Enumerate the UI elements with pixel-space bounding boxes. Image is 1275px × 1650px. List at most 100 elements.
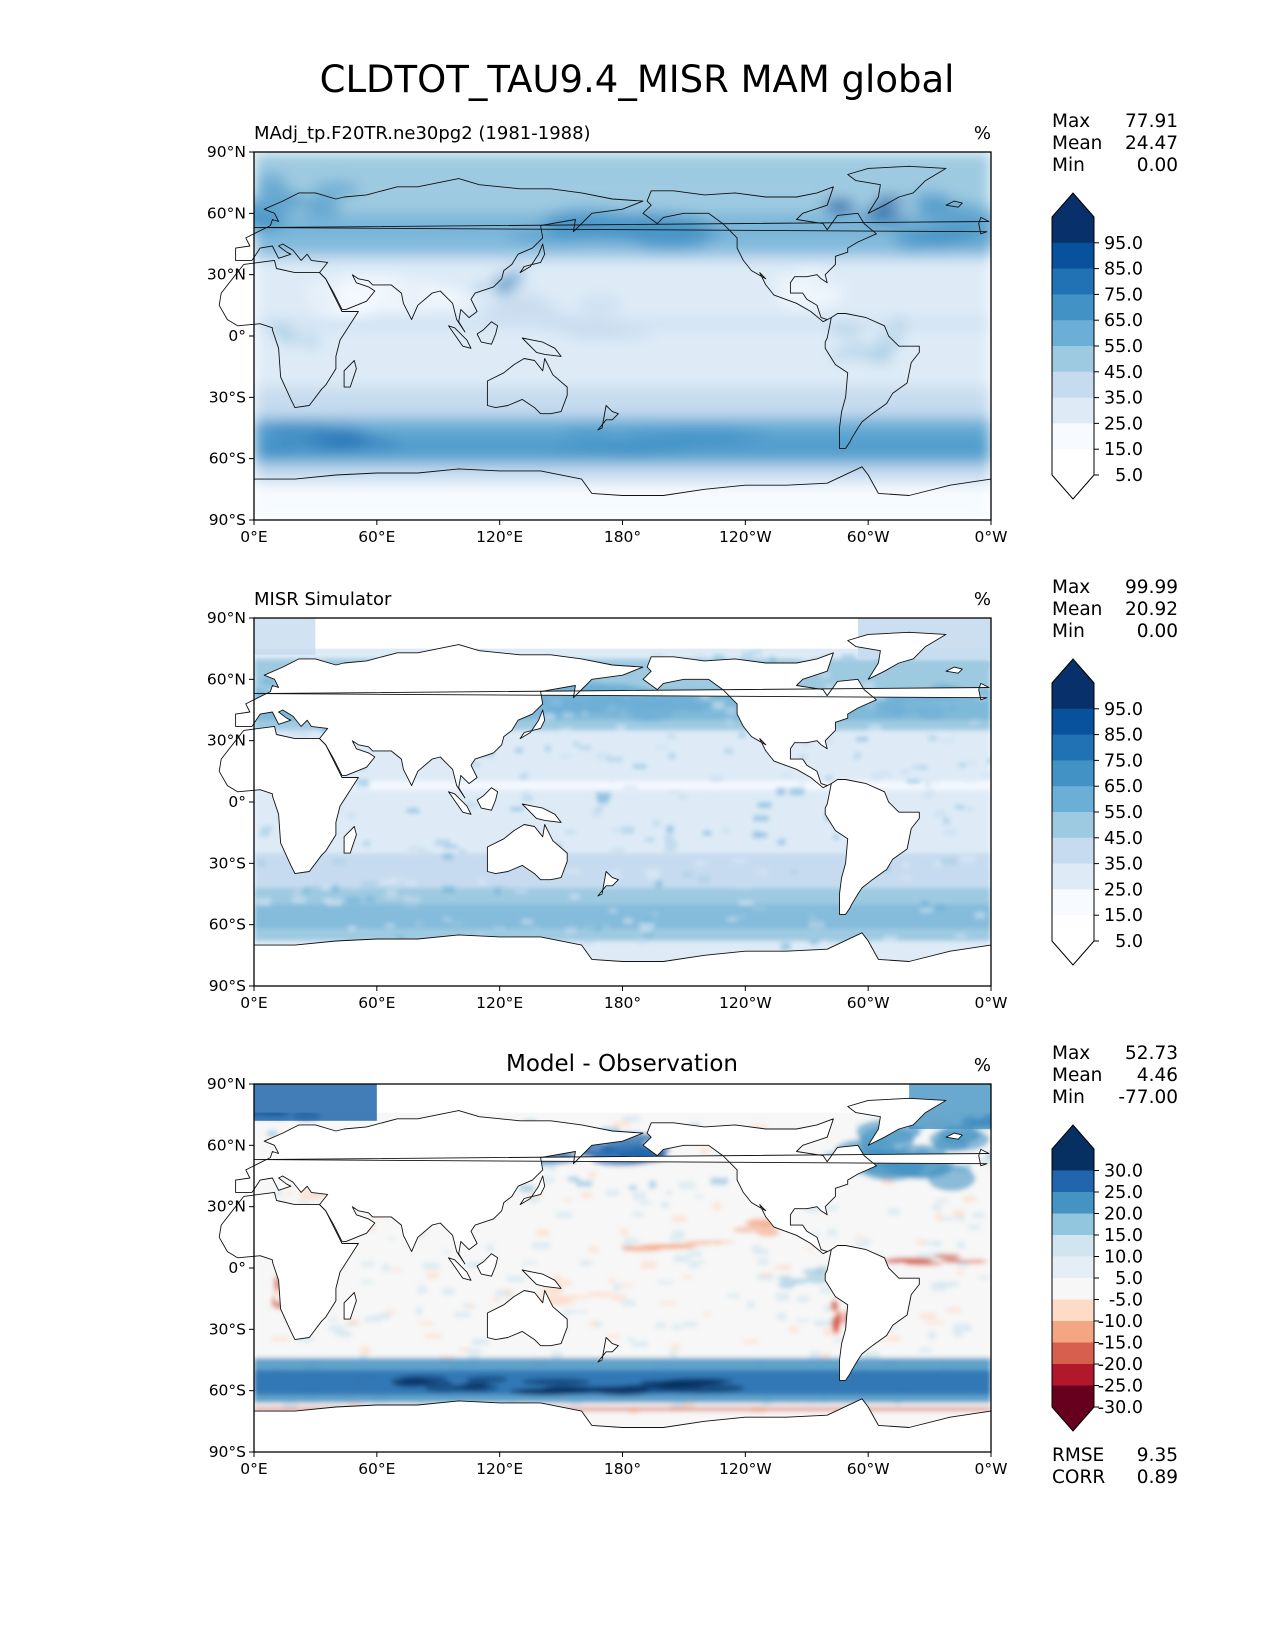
noise-cell (666, 844, 679, 850)
noise-cell (775, 1292, 790, 1301)
noise-cell (590, 1319, 598, 1328)
noise-cell (596, 792, 612, 800)
noise-cell (414, 920, 423, 928)
noise-cell (672, 1401, 688, 1409)
colorbar-segment (1052, 294, 1094, 321)
noise-cell (798, 782, 807, 787)
noise-cell (929, 765, 938, 769)
lat-tick-label: 30°N (207, 1198, 246, 1216)
noise-cell (856, 736, 868, 742)
noise-cell (334, 1330, 351, 1336)
noise-cell (536, 1229, 550, 1237)
noise-cell (419, 1321, 434, 1326)
noise-cell (789, 1326, 799, 1333)
noise-cell (933, 1240, 942, 1247)
noise-cell (939, 738, 955, 743)
coastline-antarctica (254, 932, 991, 986)
stat-value: 0.00 (1137, 155, 1178, 176)
noise-cell (297, 1201, 310, 1206)
noise-cell (857, 741, 866, 747)
field-blob (389, 283, 437, 293)
noise-cell (986, 1151, 991, 1159)
panel-left-title: MAdj_tp.F20TR.ne30pg2 (1981-1988) (254, 123, 591, 144)
noise-cell (522, 796, 533, 801)
noise-cell (746, 1300, 755, 1309)
noise-cell (553, 1274, 562, 1281)
lat-tick-label: 90°N (207, 1075, 246, 1093)
colorbar-segment (1052, 734, 1094, 761)
noise-cell (640, 927, 652, 934)
noise-cell (882, 1178, 895, 1186)
noise-cell (963, 806, 975, 812)
noise-cell (704, 789, 716, 796)
lat-tick-label: 30°N (207, 732, 246, 750)
field-blob (624, 706, 674, 722)
noise-cell (384, 892, 399, 900)
noise-cell (724, 747, 734, 755)
noise-cell (819, 737, 834, 745)
noise-cell (303, 1186, 312, 1192)
noise-cell (348, 925, 356, 931)
zonal-band (254, 387, 991, 418)
lat-tick-label: 30°N (207, 266, 246, 284)
field-blob (566, 323, 602, 340)
noise-cell (381, 1263, 390, 1272)
noise-cell (538, 1163, 555, 1169)
noise-cell (655, 1322, 666, 1329)
colorbar-tick-label: 85.0 (1104, 726, 1143, 746)
noise-cell (556, 1211, 572, 1218)
noise-cell (722, 653, 735, 661)
colorbar-bottom-extend (1052, 475, 1094, 499)
field-blob (732, 1226, 761, 1233)
noise-cell (565, 927, 577, 935)
noise-cell (666, 825, 674, 834)
noise-cell (699, 1260, 707, 1264)
noise-cell (685, 765, 698, 770)
noise-cell (711, 701, 725, 709)
noise-cell (717, 750, 730, 758)
colorbar-tick-label: 20.0 (1104, 1205, 1143, 1225)
field-blob (424, 1384, 461, 1393)
map-field (254, 152, 991, 520)
noise-cell (565, 830, 577, 835)
noise-cell (798, 755, 808, 759)
noise-cell (360, 1346, 371, 1355)
noise-cell (833, 1338, 844, 1342)
noise-cell (608, 780, 615, 784)
colorbar-segment (1052, 889, 1094, 916)
stat-value: 99.99 (1125, 577, 1178, 598)
noise-cell (753, 815, 769, 822)
noise-cell (519, 774, 527, 780)
field-blob (254, 189, 306, 204)
coastline-iceland (945, 200, 963, 208)
lon-tick-label: 0°E (240, 528, 267, 546)
noise-cell (543, 1176, 555, 1183)
noise-cell (616, 1283, 634, 1287)
colorbar-segment (1052, 708, 1094, 736)
noise-cell (608, 1278, 616, 1283)
coastline-newzealand (597, 1337, 619, 1362)
noise-cell (962, 1196, 977, 1202)
noise-cell (581, 941, 595, 946)
lat-tick-label: 60°N (207, 670, 246, 688)
noise-cell (608, 909, 618, 913)
noise-cell (841, 654, 855, 659)
panel-difference: Model - Observation % 90°N 60°N 30°N 0° 30°S… (207, 1051, 1008, 1478)
coastline-eurasia (254, 644, 643, 798)
side-info-model: Max 77.91 Mean 24.47 Min 0.00 95.0 85.0 75.0 65.0… (1051, 111, 1178, 500)
colorbar-tick-label: 25.0 (1104, 1183, 1143, 1203)
coastline-africa (218, 259, 359, 409)
noise-cell (538, 759, 554, 767)
colorbar-segment (1052, 915, 1094, 942)
noise-cell (293, 889, 302, 897)
noise-cell (666, 734, 677, 739)
noise-cell (705, 801, 722, 807)
footer-stat-label: CORR (1052, 1467, 1105, 1488)
field-blob (546, 443, 641, 454)
colorbar-tick-label: 15.0 (1104, 440, 1143, 460)
noise-cell (644, 837, 655, 842)
coastline-japan (519, 709, 546, 740)
noise-cell (641, 1261, 657, 1269)
zonal-band (254, 904, 991, 929)
lat-tick-label: 90°N (207, 143, 246, 161)
